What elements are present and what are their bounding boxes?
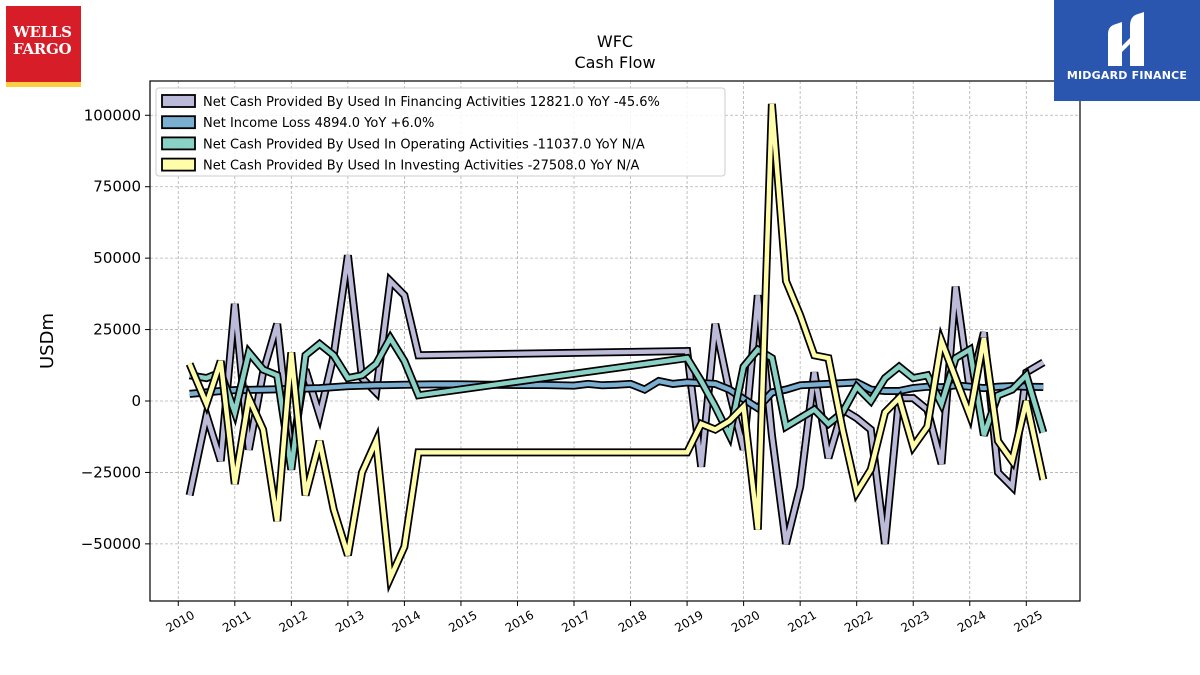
legend-swatch xyxy=(161,94,196,108)
x-tick-label: 2019 xyxy=(672,608,705,635)
y-axis-ticks: −50000 −25000 0 25000 50000 75000 100000 xyxy=(81,106,150,553)
wells-fargo-logo-line1: WELLS xyxy=(13,23,72,41)
plot-frame xyxy=(149,80,1081,602)
y-tick-label: −50000 xyxy=(81,535,141,553)
logo-gold-stripe xyxy=(6,82,81,87)
legend-entry-label: Net Income Loss 4894.0 YoY +6.0% xyxy=(203,116,434,131)
y-tick-label: 100000 xyxy=(84,106,141,124)
legend-swatch xyxy=(161,136,196,151)
wells-fargo-logo-line2: FARGO xyxy=(13,40,72,58)
midgard-emblem-icon xyxy=(1108,12,1144,66)
chart-title: WFC xyxy=(597,32,633,51)
series-line xyxy=(187,103,1046,587)
x-tick-label: 2023 xyxy=(898,608,931,635)
y-tick-label: 50000 xyxy=(93,249,141,267)
x-tick-label: 2013 xyxy=(333,608,366,635)
x-tick-label: 2021 xyxy=(785,608,818,635)
y-axis-label: USDm xyxy=(37,313,58,369)
x-tick-label: 2025 xyxy=(1012,608,1045,635)
x-tick-label: 2014 xyxy=(390,608,423,635)
legend-entry-label: Net Cash Provided By Used In Financing A… xyxy=(203,95,660,110)
y-tick-label: 0 xyxy=(131,392,141,410)
x-tick-label: 2017 xyxy=(559,608,592,635)
series-line xyxy=(189,333,1046,470)
x-tick-label: 2020 xyxy=(729,608,762,635)
legend: Net Cash Provided By Used In Financing A… xyxy=(155,87,726,177)
chart-subtitle: Cash Flow xyxy=(574,53,655,72)
x-tick-label: 2011 xyxy=(220,608,253,635)
legend-swatch xyxy=(161,157,196,172)
y-tick-label: −25000 xyxy=(81,463,141,481)
x-tick-label: 2012 xyxy=(277,608,310,635)
legend-box xyxy=(155,87,726,177)
x-tick-label: 2015 xyxy=(446,608,479,635)
legend-entry-label: Net Cash Provided By Used In Investing A… xyxy=(203,159,640,174)
midgard-finance-logo-text: MIDGARD FINANCE xyxy=(1066,69,1188,82)
wells-fargo-logo: WELLS FARGO xyxy=(6,6,81,87)
legend-swatch xyxy=(161,115,196,130)
grid-lines xyxy=(150,81,1080,601)
y-tick-label: 25000 xyxy=(93,321,141,339)
x-axis-ticks: 2010 2011 2012 2013 2014 2015 2016 2017 2018 2019… xyxy=(164,601,1045,635)
x-tick-label: 2018 xyxy=(616,608,649,635)
legend-entry-label: Net Cash Provided By Used In Operating A… xyxy=(203,137,645,152)
x-tick-label: 2022 xyxy=(842,608,875,635)
midgard-finance-logo: MIDGARD FINANCE xyxy=(1054,0,1200,101)
y-tick-label: 75000 xyxy=(93,178,141,196)
x-tick-label: 2024 xyxy=(955,608,988,635)
x-tick-label: 2010 xyxy=(164,608,197,635)
series-lines xyxy=(185,103,1048,594)
x-tick-label: 2016 xyxy=(503,608,536,635)
